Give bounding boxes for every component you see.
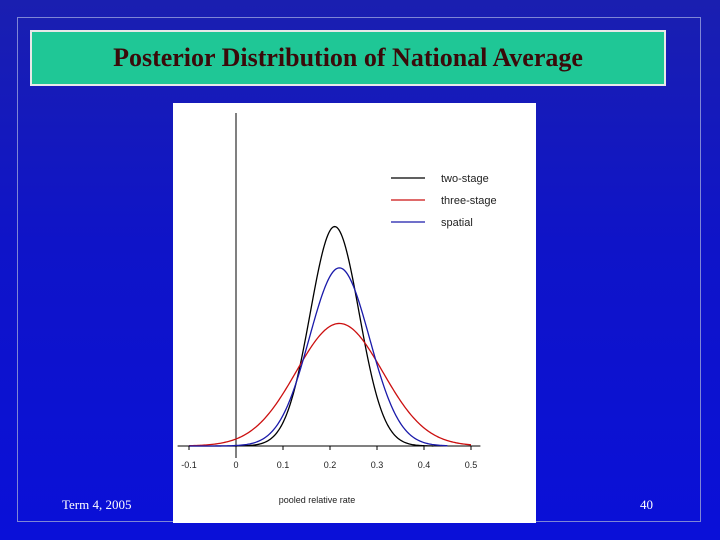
x-tick-label: 0.1 — [277, 460, 290, 470]
title-box: Posterior Distribution of National Avera… — [30, 30, 666, 86]
x-axis-label: pooled relative rate — [279, 495, 356, 505]
page-number: 40 — [640, 497, 653, 512]
slide-title: Posterior Distribution of National Avera… — [113, 43, 583, 72]
x-tick-label: -0.1 — [181, 460, 197, 470]
series-line-three-stage — [188, 322, 472, 447]
x-tick-label: 0.5 — [465, 460, 478, 470]
legend-label-spatial: spatial — [441, 217, 473, 229]
x-tick-label: 0 — [233, 460, 238, 470]
density-chart: -0.1 0 0.1 0.2 0.3 0.4 0.5 two-stage three-stag… — [177, 113, 497, 505]
series-line-spatial — [189, 267, 448, 447]
legend-label-three-stage: three-stage — [441, 195, 497, 207]
chart-axes — [177, 113, 481, 458]
x-tick-label: 0.2 — [324, 460, 337, 470]
x-tick-label: 0.3 — [371, 460, 384, 470]
chart-ticks: -0.1 0 0.1 0.2 0.3 0.4 0.5 — [181, 446, 477, 470]
chart-curves — [188, 225, 472, 447]
x-tick-label: 0.4 — [418, 460, 431, 470]
series-line-two-stage — [189, 225, 434, 447]
legend-label-two-stage: two-stage — [441, 173, 489, 185]
footer-date: Term 4, 2005 — [62, 497, 132, 512]
chart-panel: -0.1 0 0.1 0.2 0.3 0.4 0.5 two-stage three-stag… — [173, 103, 536, 523]
chart-legend: two-stage three-stage spatial — [391, 173, 497, 229]
